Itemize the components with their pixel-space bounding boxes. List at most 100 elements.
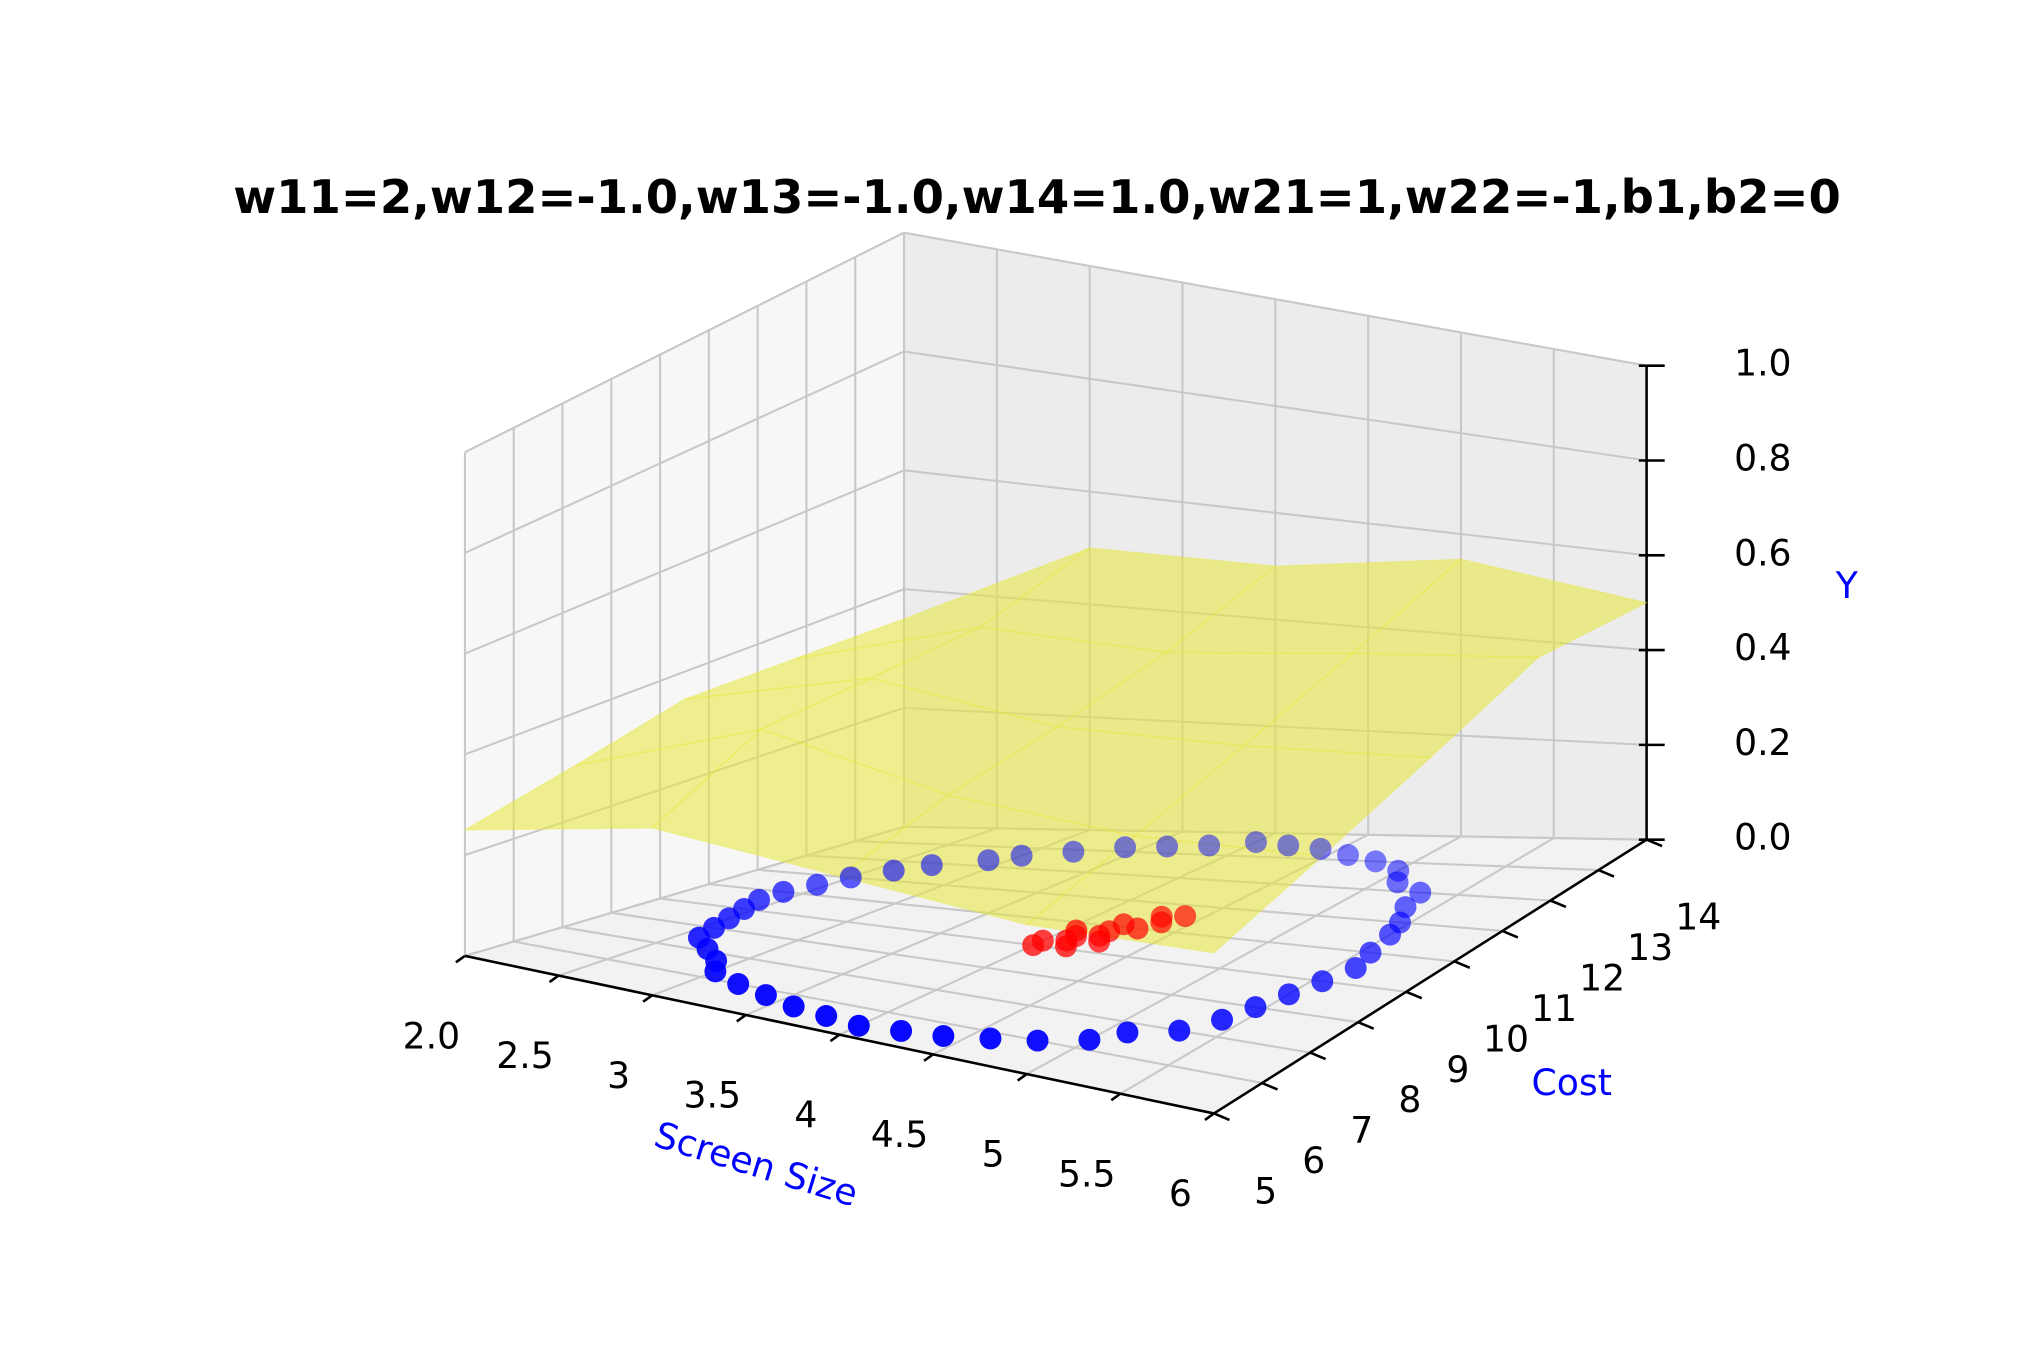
scatter-point — [704, 960, 727, 983]
scatter-point — [1010, 844, 1033, 867]
scatter-point — [839, 866, 862, 889]
grid-line — [1119, 837, 1555, 1095]
scatter-point — [1098, 920, 1121, 943]
grid-line — [464, 231, 905, 454]
scatter-point — [1065, 925, 1088, 948]
scatter-point — [754, 984, 777, 1007]
scatter-point — [1387, 859, 1410, 882]
scatter-point — [1116, 1021, 1139, 1044]
grid-line — [513, 940, 1263, 1085]
z-axis-label: Y — [1835, 564, 1859, 607]
x-tick-label: 4 — [794, 1093, 817, 1136]
scatter-point — [920, 854, 943, 877]
y-tick — [1213, 1112, 1230, 1122]
grid-line — [464, 588, 905, 756]
x-tick — [1016, 1073, 1028, 1082]
scatter-point — [1150, 905, 1173, 928]
x-tick-label: 5 — [982, 1133, 1005, 1176]
y-tick-label: 5 — [1254, 1170, 1277, 1213]
y-tick-label: 12 — [1579, 957, 1625, 1000]
scatter-point — [1409, 881, 1432, 904]
x-tick-label: 3 — [607, 1054, 630, 1097]
y-tick — [1405, 990, 1423, 1000]
scatter-point — [890, 1019, 913, 1042]
scatter-point — [806, 873, 829, 896]
scatter-point — [772, 880, 795, 903]
x-axis — [464, 954, 1215, 1115]
y-tick-label: 9 — [1446, 1048, 1469, 1091]
scatter-point — [1311, 970, 1334, 993]
y-tick-label: 13 — [1627, 926, 1673, 969]
scatter-point — [1168, 1019, 1191, 1042]
scatter-point — [1277, 983, 1300, 1006]
x-tick — [736, 1013, 747, 1023]
grid-line — [611, 911, 1359, 1024]
scatter-point — [882, 859, 905, 882]
scatter-point — [847, 1014, 870, 1037]
y-tick — [1598, 868, 1615, 878]
x-axis-label: Screen Size — [650, 1113, 863, 1216]
y-tick-label: 11 — [1531, 987, 1577, 1030]
scatter-point — [815, 1005, 838, 1027]
x-tick-label: 4.5 — [871, 1113, 929, 1156]
y-tick — [1549, 899, 1567, 909]
x-tick — [642, 994, 653, 1003]
scatter-point — [1198, 834, 1221, 857]
scatter-point — [727, 973, 750, 995]
y-axis — [1213, 838, 1648, 1115]
z-tick-label: 1.0 — [1734, 342, 1792, 385]
scatter-point — [1359, 941, 1382, 964]
x-tick — [923, 1053, 934, 1062]
scatter-point — [979, 1027, 1002, 1050]
scatter-point — [1031, 929, 1054, 952]
grid-line — [903, 350, 1647, 462]
y-tick — [1501, 929, 1519, 939]
x-tick-label: 5.5 — [1058, 1152, 1116, 1195]
z-tick-label: 0.2 — [1734, 721, 1792, 764]
y-tick-label: 14 — [1675, 896, 1721, 939]
z-tick-label: 0.4 — [1734, 626, 1792, 669]
grid-line — [903, 469, 1647, 557]
scatter-point — [1337, 843, 1360, 866]
scatter-point — [1277, 834, 1300, 857]
scatter-point — [1394, 896, 1417, 919]
scatter-point — [932, 1025, 955, 1048]
scatter-point — [1364, 850, 1387, 873]
scatter-point — [1174, 905, 1197, 928]
y-tick — [1453, 960, 1471, 969]
x-tick — [1110, 1092, 1122, 1102]
y-axis-label: Cost — [1532, 1061, 1612, 1104]
scatter-point — [1062, 840, 1085, 863]
scatter-point — [1114, 836, 1137, 859]
surface-patch — [1025, 835, 1324, 954]
y-tick-label: 6 — [1302, 1139, 1325, 1182]
x-tick — [1204, 1112, 1215, 1121]
scatter-point — [1244, 831, 1267, 854]
scatter-point — [977, 849, 1000, 872]
y-tick-label: 7 — [1350, 1109, 1373, 1152]
x-tick-label: 2.0 — [403, 1015, 461, 1058]
grid-line — [903, 231, 1647, 367]
scatter-point — [1309, 837, 1332, 860]
y-tick — [1309, 1051, 1327, 1061]
x-tick — [829, 1033, 841, 1043]
z-tick-label: 0.6 — [1734, 531, 1792, 574]
surface-patch — [1242, 652, 1541, 759]
x-tick — [548, 974, 560, 984]
grid-line — [464, 469, 905, 655]
y-tick — [1357, 1020, 1375, 1030]
x-tick-label: 2.5 — [496, 1034, 554, 1077]
surface-patch — [1133, 745, 1432, 857]
scatter-point — [1026, 1029, 1049, 1052]
scatter-point — [1244, 996, 1267, 1019]
y-tick-label: 10 — [1483, 1017, 1529, 1060]
scatter-point — [1156, 835, 1179, 858]
surface-patch — [1350, 558, 1649, 659]
scatter-point — [1078, 1028, 1101, 1051]
z-tick-label: 0.0 — [1734, 816, 1792, 859]
x-tick-label: 6 — [1169, 1172, 1192, 1215]
grid-line — [464, 350, 905, 554]
y-tick — [1261, 1081, 1279, 1091]
chart-title: w11=2,w12=-1.0,w13=-1.0,w14=1.0,w21=1,w2… — [233, 170, 1841, 224]
x-tick — [455, 954, 466, 964]
